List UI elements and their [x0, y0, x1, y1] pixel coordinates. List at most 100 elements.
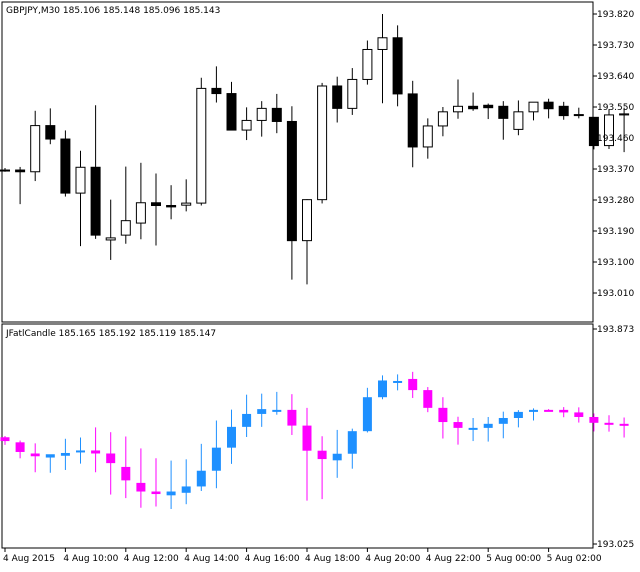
jfatl-candle[interactable] [453, 416, 463, 445]
jfatl-candle-body [76, 450, 85, 453]
jfatl-candle[interactable] [151, 458, 161, 507]
jfatl-candle[interactable] [408, 371, 418, 398]
time-axis-label: 5 Aug 02:00 [547, 554, 602, 564]
price-candle[interactable] [90, 105, 101, 239]
price-candle[interactable] [317, 82, 328, 204]
price-candle[interactable] [588, 116, 599, 150]
jfatl-candle-body [151, 491, 161, 495]
jfatl-candle[interactable] [106, 432, 116, 495]
price-candle[interactable] [483, 103, 494, 120]
price-candle[interactable] [45, 108, 56, 145]
jfatl-candle[interactable] [76, 437, 85, 464]
indicator-header-close: 185.147 [176, 329, 216, 339]
price-candle[interactable] [211, 66, 222, 103]
jfatl-candle[interactable] [423, 387, 433, 413]
jfatl-candle[interactable] [0, 435, 10, 445]
jfatl-candle[interactable] [438, 397, 448, 439]
price-candle[interactable] [392, 25, 403, 107]
price-candle-body [317, 85, 328, 201]
jfatl-candle[interactable] [468, 417, 478, 442]
jfatl-candle[interactable] [498, 411, 508, 439]
price-candle-body [90, 166, 101, 236]
price-candle[interactable] [332, 76, 343, 123]
jfatl-candle[interactable] [483, 416, 493, 442]
price-candle[interactable] [422, 118, 433, 159]
price-candle[interactable] [15, 166, 26, 205]
price-candle-body [407, 93, 418, 148]
price-candle[interactable] [0, 167, 10, 172]
price-candle[interactable] [407, 80, 418, 168]
jfatl-candle[interactable] [166, 460, 176, 510]
jfatl-candle[interactable] [196, 443, 206, 492]
price-candle[interactable] [453, 79, 463, 119]
price-candle[interactable] [377, 14, 388, 104]
price-candle[interactable] [135, 162, 146, 240]
jfatl-candle[interactable] [393, 374, 403, 391]
price-candle[interactable] [347, 68, 358, 115]
price-candle[interactable] [271, 93, 282, 134]
jfatl-candle-body [468, 427, 478, 430]
jfatl-candle[interactable] [91, 427, 101, 473]
jfatl-candle[interactable] [378, 375, 387, 400]
jfatl-candle[interactable] [302, 407, 312, 501]
price-candle[interactable] [166, 185, 177, 220]
jfatl-candle[interactable] [619, 417, 629, 438]
price-candle[interactable] [196, 77, 207, 206]
jfatl-candle[interactable] [347, 428, 357, 469]
price-candle[interactable] [362, 40, 373, 85]
price-candle[interactable] [528, 101, 539, 121]
jfatl-candle[interactable] [181, 459, 191, 505]
price-candle[interactable] [543, 98, 554, 119]
jfatl-candle[interactable] [121, 436, 131, 499]
jfatl-candle[interactable] [317, 436, 327, 500]
price-candle[interactable] [558, 101, 569, 120]
jfatl-candle[interactable] [136, 448, 146, 508]
price-candle[interactable] [241, 107, 252, 141]
price-candle[interactable] [181, 179, 192, 212]
price-candle[interactable] [105, 199, 116, 260]
price-candle[interactable] [286, 106, 297, 280]
jfatl-candle[interactable] [544, 409, 554, 412]
price-candle[interactable] [151, 173, 161, 246]
price-candle-body [135, 202, 146, 224]
jfatl-candle-body [302, 425, 312, 451]
price-candle[interactable] [573, 107, 584, 119]
time-axis-label: 5 Aug 00:00 [486, 554, 541, 564]
jfatl-candle[interactable] [332, 429, 342, 478]
jfatl-candle[interactable] [227, 409, 236, 464]
jfatl-candle[interactable] [559, 407, 569, 418]
jfatl-candle[interactable] [60, 438, 70, 470]
price-candle[interactable] [468, 92, 479, 111]
jfatl-candle[interactable] [45, 454, 55, 473]
jfatl-candle[interactable] [362, 387, 372, 433]
price-candle[interactable] [256, 101, 267, 137]
jfatl-candle[interactable] [287, 394, 297, 435]
price-candle[interactable] [120, 166, 131, 244]
price-candle[interactable] [75, 150, 86, 247]
time-axis-label: 4 Aug 22:00 [426, 554, 481, 564]
price-candle[interactable] [302, 199, 312, 285]
price-candle[interactable] [30, 110, 41, 182]
price-candle[interactable] [619, 107, 630, 153]
jfatl-candle[interactable] [574, 407, 584, 423]
jfatl-candle[interactable] [513, 410, 523, 428]
price-candle[interactable] [226, 81, 237, 131]
price-candle-body [437, 111, 448, 127]
jfatl-candle[interactable] [211, 420, 221, 489]
jfatl-candle[interactable] [272, 391, 282, 415]
jfatl-candle[interactable] [529, 408, 538, 421]
jfatl-candle[interactable] [604, 415, 614, 432]
price-candle[interactable] [604, 109, 614, 150]
jfatl-candle[interactable] [242, 394, 252, 438]
price-candle[interactable] [437, 107, 448, 137]
main-chart-header: GBPJPY,M30 185.106 185.148 185.096 185.1… [6, 6, 220, 16]
jfatl-candle[interactable] [589, 413, 599, 432]
price-candle[interactable] [60, 130, 71, 197]
price-candle[interactable] [498, 101, 509, 140]
jfatl-candle[interactable] [15, 440, 25, 459]
jfatl-candle[interactable] [257, 393, 267, 427]
jfatl-candle[interactable] [30, 443, 40, 473]
price-candle[interactable] [513, 100, 524, 136]
